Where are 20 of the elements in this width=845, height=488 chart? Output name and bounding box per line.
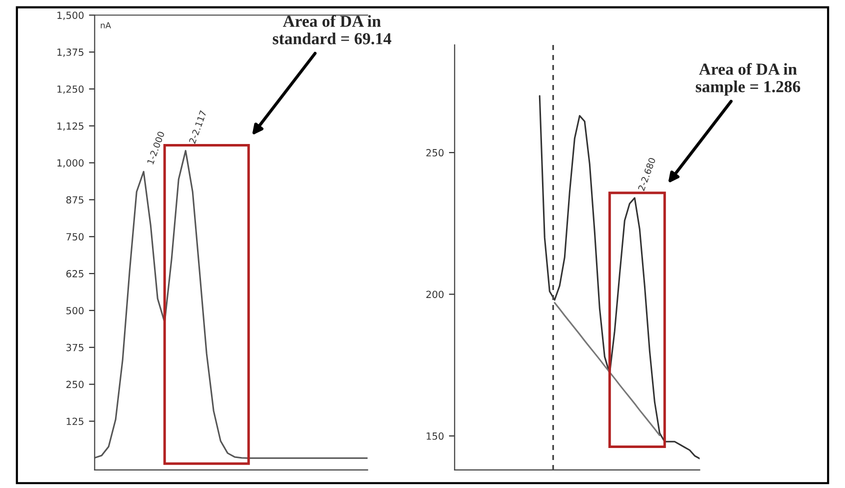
y-tick-label: 250: [426, 149, 444, 156]
y-tick-label: 125: [66, 418, 84, 426]
y-tick-label: 375: [66, 344, 84, 352]
annotation: Area of DA in sample = 1.286: [696, 62, 800, 96]
y-tick-label: 1,125: [57, 122, 84, 131]
y-tick-label: 625: [66, 270, 84, 278]
y-tick-label: 250: [66, 380, 84, 388]
y-axis-title: nA: [100, 22, 112, 28]
annotation: Area of DA in standard = 69.14: [272, 15, 392, 44]
y-tick-label: 200: [426, 290, 444, 298]
y-tick-label: 1,000: [57, 159, 84, 168]
y-tick-label: 750: [66, 233, 84, 240]
line-series: [554, 302, 660, 436]
y-tick-label: 150: [426, 432, 444, 440]
y-tick-label: 1,500: [57, 12, 84, 20]
y-tick-label: 500: [66, 306, 84, 314]
y-tick-label: 875: [66, 196, 84, 204]
line-series: [538, 95, 700, 460]
y-tick-label: 1,375: [57, 48, 84, 57]
y-tick-label: 1,250: [57, 85, 84, 94]
